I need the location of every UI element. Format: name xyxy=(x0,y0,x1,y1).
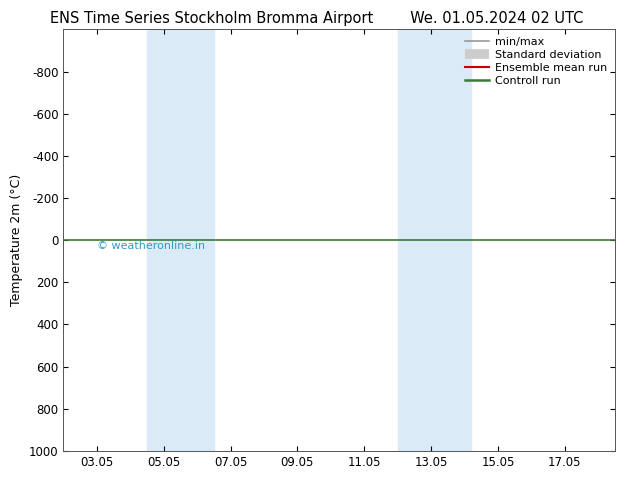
Legend: min/max, Standard deviation, Ensemble mean run, Controll run: min/max, Standard deviation, Ensemble me… xyxy=(463,35,609,88)
Y-axis label: Temperature 2m (°C): Temperature 2m (°C) xyxy=(10,174,23,306)
Bar xyxy=(398,29,471,451)
Text: © weatheronline.in: © weatheronline.in xyxy=(97,242,205,251)
Bar xyxy=(147,29,214,451)
Text: ENS Time Series Stockholm Bromma Airport        We. 01.05.2024 02 UTC: ENS Time Series Stockholm Bromma Airport… xyxy=(50,11,584,26)
